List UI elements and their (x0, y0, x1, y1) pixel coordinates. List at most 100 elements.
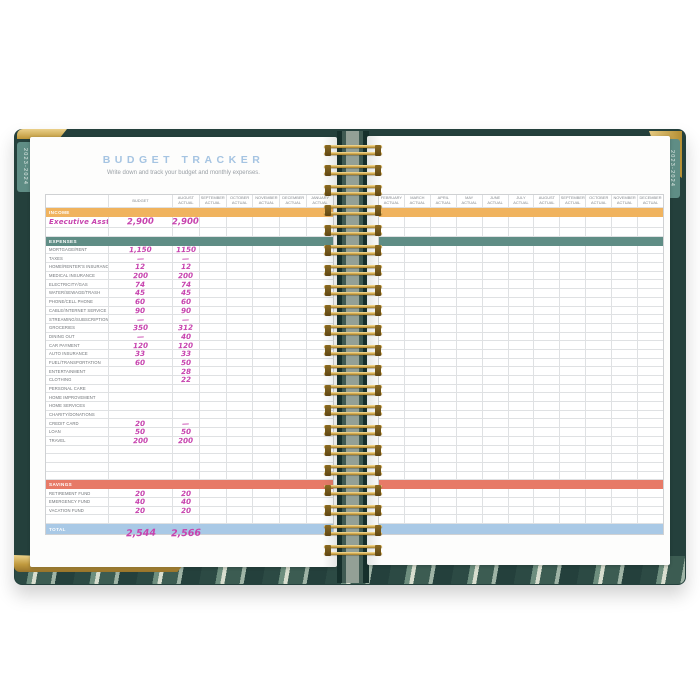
handwritten-value: 74 (135, 279, 146, 289)
month-cell (431, 271, 457, 280)
month-cell (227, 436, 254, 445)
month-cell (534, 384, 561, 393)
spiral-coil-icon (324, 504, 382, 516)
month-cell (431, 315, 457, 323)
month-cell: 1150 (173, 245, 200, 254)
budget-cell: 1,150 (109, 244, 173, 255)
month-cell (200, 280, 227, 289)
month-cell (612, 376, 639, 384)
month-cell (534, 358, 561, 367)
table-row: GROCERIES 350 312 (46, 323, 333, 333)
table-row (379, 462, 663, 472)
month-cell (457, 254, 483, 263)
month-cell (534, 497, 561, 506)
month-cell (457, 245, 483, 254)
month-cell (509, 349, 535, 358)
month-cell (509, 515, 535, 523)
spiral-coil-icon (324, 324, 382, 336)
table-row (379, 367, 663, 376)
handwritten-value: 20 (135, 418, 146, 428)
month-cell (280, 402, 308, 410)
month-cell (253, 217, 281, 227)
month-cell (638, 454, 663, 462)
year-tab-left: 2023-2024 (17, 142, 33, 192)
month-cell (379, 341, 405, 349)
month-cell (586, 471, 613, 480)
month-cell (534, 489, 561, 497)
month-cell (227, 280, 254, 289)
handwritten-value: 50 (180, 357, 192, 368)
table-row: CHARITY/DONATIONS (46, 410, 333, 420)
month-cell (379, 254, 405, 263)
month-cell (586, 428, 613, 436)
month-cell (612, 402, 639, 410)
spiral-coil-icon (324, 144, 382, 156)
table-row (379, 410, 663, 420)
month-cell (560, 306, 587, 315)
month-cell (280, 445, 308, 454)
month-cell (227, 332, 254, 341)
month-cell (483, 271, 509, 280)
handwritten-value: 1,150 (129, 244, 152, 255)
month-cell (379, 436, 405, 445)
row-label-cell: EMERGENCY FUND (46, 497, 109, 506)
month-cell (638, 489, 663, 497)
month-cell: 20 (173, 488, 200, 498)
month-cell (173, 445, 200, 454)
month-cell (586, 506, 613, 515)
month-cell (405, 436, 431, 445)
month-cell (534, 376, 561, 384)
month-cell (200, 419, 227, 428)
month-cell (405, 280, 431, 289)
month-cell (534, 428, 561, 436)
month-cell (379, 489, 405, 497)
month-cell (431, 515, 457, 523)
month-cell (405, 384, 431, 393)
budget-cell: 50 (109, 427, 173, 437)
row-label-cell: STREAMING/SUBSCRIPTION SERVICES (46, 315, 109, 323)
row-label-cell: MEDICAL INSURANCE (46, 271, 109, 280)
table-row (379, 419, 663, 429)
table-row (379, 515, 663, 524)
month-cell (405, 254, 431, 263)
month-cell (586, 515, 613, 523)
month-cell (253, 297, 281, 306)
column-header: NOVEMBER ACTUAL (253, 195, 281, 207)
month-cell (638, 272, 663, 280)
month-cell (280, 245, 308, 254)
table-row (379, 217, 663, 228)
month-cell (173, 384, 200, 393)
month-cell: 90 (173, 306, 200, 315)
month-cell (612, 228, 639, 236)
month-cell (483, 393, 509, 402)
month-cell (253, 367, 281, 375)
month-cell (612, 436, 639, 445)
table-row (379, 228, 663, 237)
month-cell (586, 497, 613, 506)
spiral-coil-icon (324, 344, 382, 356)
month-cell (638, 472, 663, 480)
month-cell (431, 402, 457, 410)
month-cell (638, 324, 663, 332)
month-cell (405, 289, 431, 297)
month-cell (280, 217, 308, 227)
month-cell (405, 506, 431, 515)
month-cell (534, 341, 561, 349)
month-cell (280, 497, 308, 506)
month-cell (638, 359, 663, 367)
month-cell (280, 454, 308, 462)
handwritten-value: 22 (180, 375, 192, 385)
month-cell (534, 436, 561, 445)
month-cell (405, 419, 431, 428)
month-cell (560, 280, 587, 289)
month-cell (560, 489, 587, 497)
month-cell (227, 358, 254, 367)
budget-cell: 90 (109, 306, 173, 315)
month-cell (227, 228, 254, 236)
budget-cell: 60 (109, 297, 173, 306)
month-cell (227, 217, 254, 227)
month-cell (560, 217, 587, 227)
spiral-coil-icon (324, 524, 382, 536)
month-cell (280, 515, 308, 523)
budget-cell: — (109, 314, 173, 324)
